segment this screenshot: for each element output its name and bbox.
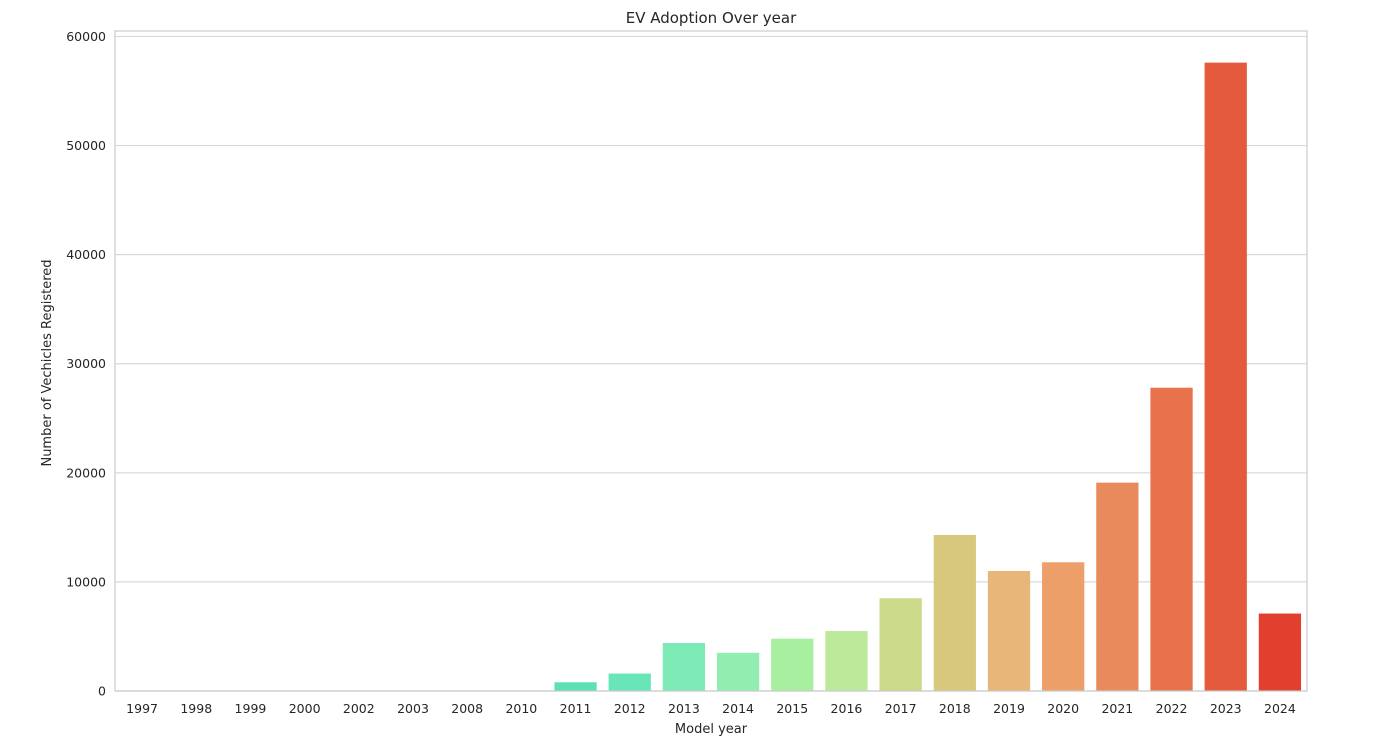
y-axis-ticks: 0 10000 20000 30000 40000 50000 60000	[66, 29, 106, 699]
x-tick-label: 1998	[180, 701, 212, 716]
gridlines	[115, 35, 1307, 692]
x-tick-label: 2021	[1101, 701, 1133, 716]
x-tick-label: 2013	[668, 701, 700, 716]
y-tick-label: 40000	[66, 247, 106, 262]
bar	[933, 535, 976, 691]
y-tick-label: 60000	[66, 29, 106, 44]
y-tick-label: 10000	[66, 574, 106, 589]
x-tick-label: 2018	[939, 701, 971, 716]
bar	[825, 631, 868, 691]
x-tick-label: 2017	[885, 701, 917, 716]
bar	[771, 638, 814, 691]
bar	[608, 673, 651, 691]
y-tick-label: 50000	[66, 138, 106, 153]
x-axis-label: Model year	[675, 722, 748, 737]
x-tick-label: 2002	[343, 701, 375, 716]
x-tick-label: 1999	[235, 701, 267, 716]
x-tick-label: 2000	[289, 701, 321, 716]
bar	[1096, 482, 1139, 691]
y-tick-label: 30000	[66, 356, 106, 371]
bar	[662, 643, 706, 691]
x-tick-label: 2012	[614, 701, 646, 716]
bar	[1204, 62, 1247, 692]
y-tick-label: 0	[98, 684, 106, 699]
x-tick-label: 2008	[451, 701, 483, 716]
x-tick-label: 2016	[831, 701, 863, 716]
y-tick-label: 20000	[66, 465, 106, 480]
x-tick-label: 2014	[722, 701, 754, 716]
plot-frame	[114, 30, 1308, 692]
x-tick-label: 2015	[776, 701, 808, 716]
x-tick-label: 2003	[397, 701, 429, 716]
x-tick-label: 2024	[1264, 701, 1296, 716]
x-tick-label: 2020	[1047, 701, 1079, 716]
x-tick-label: 2019	[993, 701, 1025, 716]
x-tick-label: 2010	[505, 701, 537, 716]
x-tick-label: 2011	[560, 701, 592, 716]
x-tick-label: 2022	[1156, 701, 1188, 716]
y-axis-label: Number of Vechicles Registered	[40, 259, 55, 466]
bar	[554, 682, 597, 691]
x-tick-label: 1997	[126, 701, 158, 716]
bar	[1150, 387, 1193, 691]
x-tick-label: 2023	[1210, 701, 1242, 716]
bar	[716, 652, 760, 691]
bar	[1042, 562, 1085, 691]
bar	[879, 598, 922, 691]
bar	[987, 571, 1031, 691]
x-axis-ticks: 1997 1998 1999 2000 2002 2003 2008 2010 2011 2012…	[126, 701, 1296, 716]
bars	[120, 62, 1302, 692]
bar	[1258, 613, 1302, 691]
chart-title: EV Adoption Over year	[626, 9, 797, 27]
